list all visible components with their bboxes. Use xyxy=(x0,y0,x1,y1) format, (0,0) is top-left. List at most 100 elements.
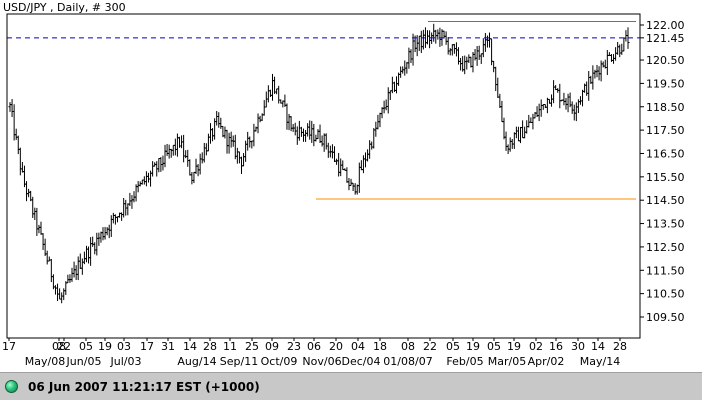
ohlc-bar xyxy=(388,90,392,100)
ohlc-bar xyxy=(399,66,403,78)
ohlc-bar xyxy=(514,126,518,139)
ohlc-bar xyxy=(198,153,202,175)
ohlc-bar xyxy=(262,100,266,116)
x-tick-label: 02 xyxy=(529,340,543,353)
ohlc-bar xyxy=(324,133,328,150)
ohlc-bar xyxy=(465,56,469,70)
chart-area: USD/JPY , Daily, # 300 122.00 121.45 120.5… xyxy=(0,0,702,372)
ohlc-bar xyxy=(570,101,574,114)
ohlc-bar xyxy=(120,212,124,221)
y-tick-label: 118.50 xyxy=(646,101,685,114)
x-month-label: May/08 xyxy=(25,355,65,368)
ohlc-bar xyxy=(421,29,425,50)
ohlc-bar xyxy=(527,114,531,128)
ohlc-bar xyxy=(306,123,310,137)
ohlc-bar xyxy=(409,49,413,64)
ohlc-bar xyxy=(529,117,533,123)
ohlc-bar xyxy=(459,57,463,71)
ohlc-bar xyxy=(80,258,84,275)
ohlc-bar xyxy=(622,37,626,52)
ohlc-bar xyxy=(66,274,70,284)
x-tick-label: 31 xyxy=(161,340,175,353)
ohlc-bar xyxy=(374,121,378,137)
x-month-label: Jul/03 xyxy=(110,355,142,368)
x-tick-label: 03 xyxy=(117,340,131,353)
ohlc-bar xyxy=(97,232,101,246)
ohlc-bar xyxy=(126,203,130,216)
ohlc-bar xyxy=(144,171,148,187)
ohlc-bar xyxy=(239,156,243,174)
status-bar: 06 Jun 2007 11:21:17 EST (+1000) xyxy=(0,372,702,400)
x-tick-label: 17 xyxy=(2,340,16,353)
ohlc-bar xyxy=(504,131,508,151)
x-tick-label: 23 xyxy=(287,340,301,353)
ohlc-bar xyxy=(612,54,616,64)
ohlc-bar xyxy=(370,141,374,150)
ohlc-bar xyxy=(45,250,49,265)
ohlc-bar xyxy=(190,172,194,185)
x-tick-label: 04 xyxy=(351,340,365,353)
ohlc-bar xyxy=(186,149,190,167)
x-tick-label: 05 xyxy=(79,340,93,353)
ohlc-bar xyxy=(593,69,597,79)
x-month-label: Feb/05 xyxy=(446,355,483,368)
y-tick-label: 112.50 xyxy=(646,241,685,254)
ohlc-bar xyxy=(95,232,99,256)
ohlc-bar xyxy=(270,73,274,101)
ohlc-bar xyxy=(293,122,297,136)
x-tick-label: 18 xyxy=(373,340,387,353)
x-tick-label: 19 xyxy=(466,340,480,353)
ohlc-bar xyxy=(87,246,91,264)
ohlc-bar xyxy=(500,100,504,123)
x-tick-label: 05 xyxy=(446,340,460,353)
y-tick-label: 116.50 xyxy=(646,147,685,160)
ohlc-bar xyxy=(103,226,107,240)
ohlc-bar xyxy=(111,212,115,224)
x-tick-label: 19 xyxy=(98,340,112,353)
y-tick-label: 109.50 xyxy=(646,311,685,324)
ohlc-bar xyxy=(20,161,24,173)
ohlc-bar xyxy=(620,43,624,55)
ohlc-bar xyxy=(93,242,97,255)
ohlc-bar xyxy=(492,60,496,73)
ohlc-bar xyxy=(566,93,570,113)
x-tick-label: 09 xyxy=(265,340,279,353)
ohlc-bar xyxy=(235,147,239,164)
ohlc-bar xyxy=(614,47,618,61)
ohlc-bar xyxy=(407,47,411,69)
ohlc-bar xyxy=(320,135,324,147)
ohlc-bar xyxy=(446,37,450,55)
x-tick-label: 19 xyxy=(507,340,521,353)
ohlc-bar xyxy=(25,181,29,202)
ohlc-bar xyxy=(70,267,74,282)
ohlc-bar xyxy=(333,146,337,162)
y-tick-label: 115.50 xyxy=(646,171,685,184)
ohlc-bar xyxy=(223,126,227,139)
ohlc-bar xyxy=(372,128,376,149)
ohlc-bar xyxy=(444,31,448,45)
ohlc-bar xyxy=(417,35,421,52)
y-tick-label: 114.50 xyxy=(646,194,685,207)
ohlc-bar xyxy=(107,224,111,239)
ohlc-bar xyxy=(512,132,516,149)
ohlc-bar xyxy=(219,117,223,129)
ohlc-bar xyxy=(289,116,293,132)
ohlc-bar xyxy=(113,214,117,225)
ohlc-bar xyxy=(411,33,415,66)
ohlc-bar xyxy=(122,197,126,218)
x-tick-label: 28 xyxy=(203,340,217,353)
ohlc-bar xyxy=(99,231,103,243)
ohlc-bar xyxy=(498,93,502,109)
ohlc-bar xyxy=(380,107,384,119)
chart-title: USD/JPY , Daily, # 300 xyxy=(3,1,126,14)
ohlc-bar xyxy=(436,29,440,40)
ohlc-bar xyxy=(353,183,357,195)
ohlc-bar xyxy=(345,167,349,183)
ohlc-bar xyxy=(454,42,458,57)
ohlc-bar xyxy=(74,265,78,280)
ohlc-bar xyxy=(229,131,233,148)
x-tick-label: 22 xyxy=(423,340,437,353)
x-month-label: May/14 xyxy=(580,355,620,368)
ohlc-bar xyxy=(432,23,436,42)
ohlc-bar xyxy=(163,144,167,168)
